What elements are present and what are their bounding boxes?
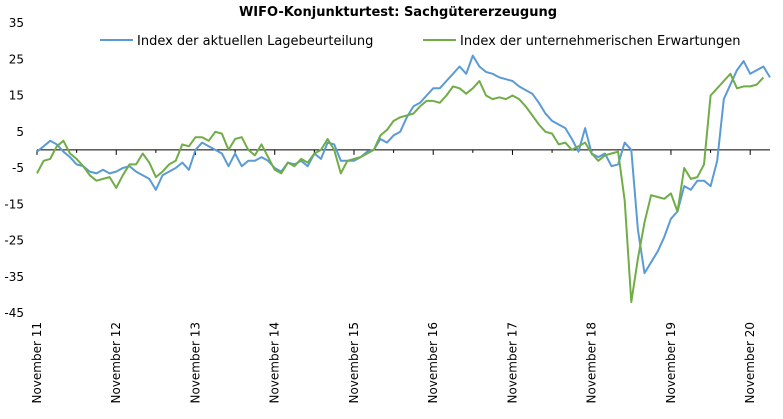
x-tick-label: November 15 — [347, 322, 361, 404]
y-tick-label: -15 — [4, 197, 24, 211]
y-tick-label: 5 — [16, 125, 24, 139]
legend-label-lagebeurteilung: Index der aktuellen Lagebeurteilung — [137, 34, 373, 49]
x-tick-label: November 20 — [743, 322, 757, 404]
legend: Index der aktuellen Lagebeurteilung Inde… — [100, 34, 741, 49]
y-tick-label: -35 — [4, 270, 24, 284]
x-tick-label: November 11 — [30, 322, 44, 404]
axes: 35 25 15 5 -5 -15 -25 -35 -45 November 11 November… — [4, 16, 770, 404]
y-tick-label: -25 — [4, 234, 24, 248]
series-line-erwartungen — [36, 72, 765, 304]
series-layer — [36, 54, 771, 304]
y-tick-label: -45 — [4, 306, 24, 320]
x-tick-label: November 14 — [268, 322, 282, 404]
y-tick-label: 35 — [9, 16, 24, 30]
x-tick-label: November 16 — [426, 322, 440, 404]
x-tick-label: November 17 — [505, 322, 519, 404]
x-tick-label: November 19 — [664, 322, 678, 404]
x-tick-label: November 18 — [585, 322, 599, 404]
y-tick-label: 15 — [9, 89, 24, 103]
x-tick-label: November 12 — [109, 322, 123, 404]
y-tick-label: 25 — [9, 52, 24, 66]
series-line-lagebeurteilung — [36, 54, 771, 275]
y-tick-label: -5 — [12, 161, 24, 175]
legend-label-erwartungen: Index der unternehmerischen Erwartungen — [460, 34, 741, 49]
x-tick-label: November 13 — [188, 322, 202, 404]
chart-title: WIFO-Konjunkturtest: Sachgütererzeugung — [239, 5, 557, 20]
